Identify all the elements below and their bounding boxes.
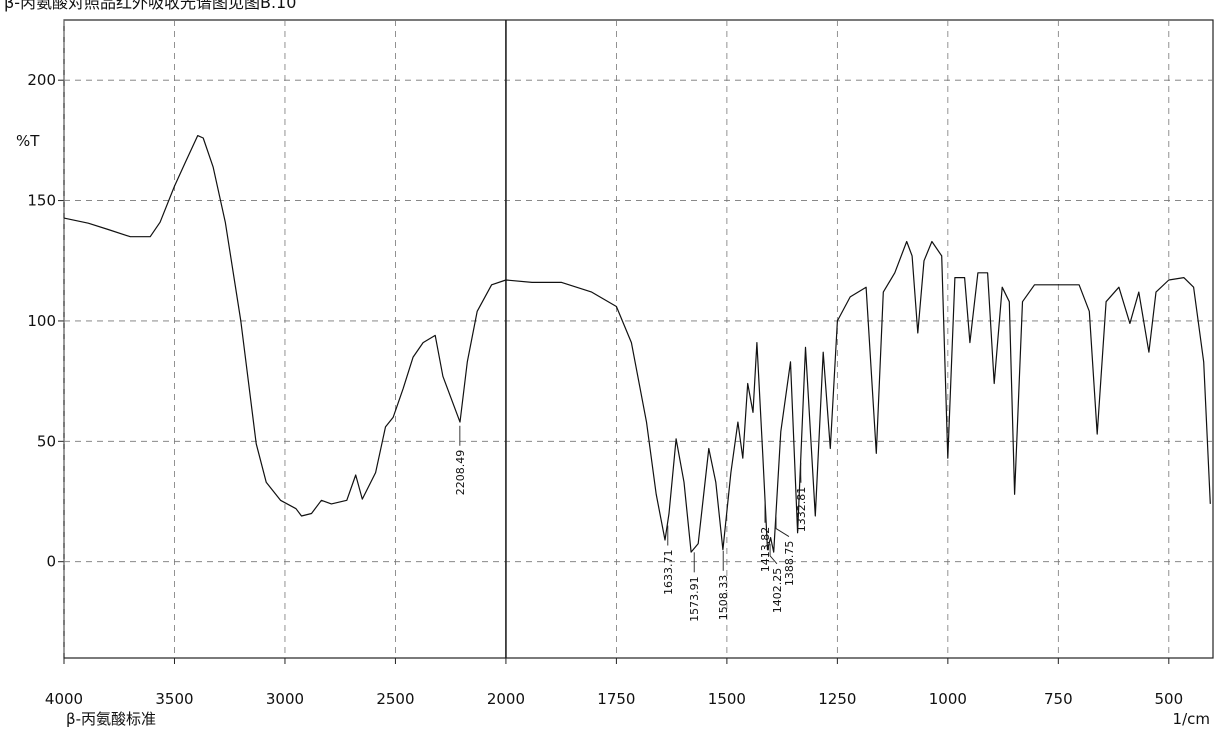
y-tick-label: 200 <box>27 71 56 89</box>
x-tick-label: 3000 <box>266 690 304 708</box>
x-axis-label: 1/cm <box>1173 710 1210 728</box>
y-tick-label: 150 <box>27 192 56 210</box>
peak-label: 1332.81 <box>795 487 808 532</box>
y-axis-label: %T <box>16 132 40 150</box>
peak-label: 1633.71 <box>662 550 675 596</box>
x-tick-label: 1750 <box>597 690 635 708</box>
sample-label: β-丙氨酸标准 <box>66 710 156 728</box>
chart-title: β-丙氨酸对照品红外吸收光谱图见图B.10 <box>4 0 296 12</box>
x-tick-label: 3500 <box>155 690 193 708</box>
peak-label: 1388.75 <box>783 541 796 587</box>
x-tick-label: 2500 <box>376 690 414 708</box>
x-tick-label: 1500 <box>708 690 746 708</box>
peak-leader <box>769 543 778 565</box>
peak-leader <box>775 516 790 537</box>
peak-label: 1413.82 <box>759 527 772 573</box>
x-tick-label: 4000 <box>45 690 83 708</box>
x-tick-label: 750 <box>1044 690 1073 708</box>
x-tick-label: 2000 <box>487 690 525 708</box>
spectrum-line <box>63 135 1211 553</box>
y-tick-label: 0 <box>46 553 56 571</box>
x-tick-label: 1000 <box>929 690 967 708</box>
x-tick-label: 500 <box>1154 690 1183 708</box>
peak-label: 1508.33 <box>717 575 730 621</box>
peak-label: 1402.25 <box>771 568 784 614</box>
y-tick-label: 50 <box>37 432 56 450</box>
y-tick-label: 100 <box>27 312 56 330</box>
x-tick-label: 1250 <box>818 690 856 708</box>
peak-label: 2208.49 <box>454 450 467 496</box>
plot-frame <box>63 19 1214 659</box>
peak-label: 1573.91 <box>688 576 701 622</box>
